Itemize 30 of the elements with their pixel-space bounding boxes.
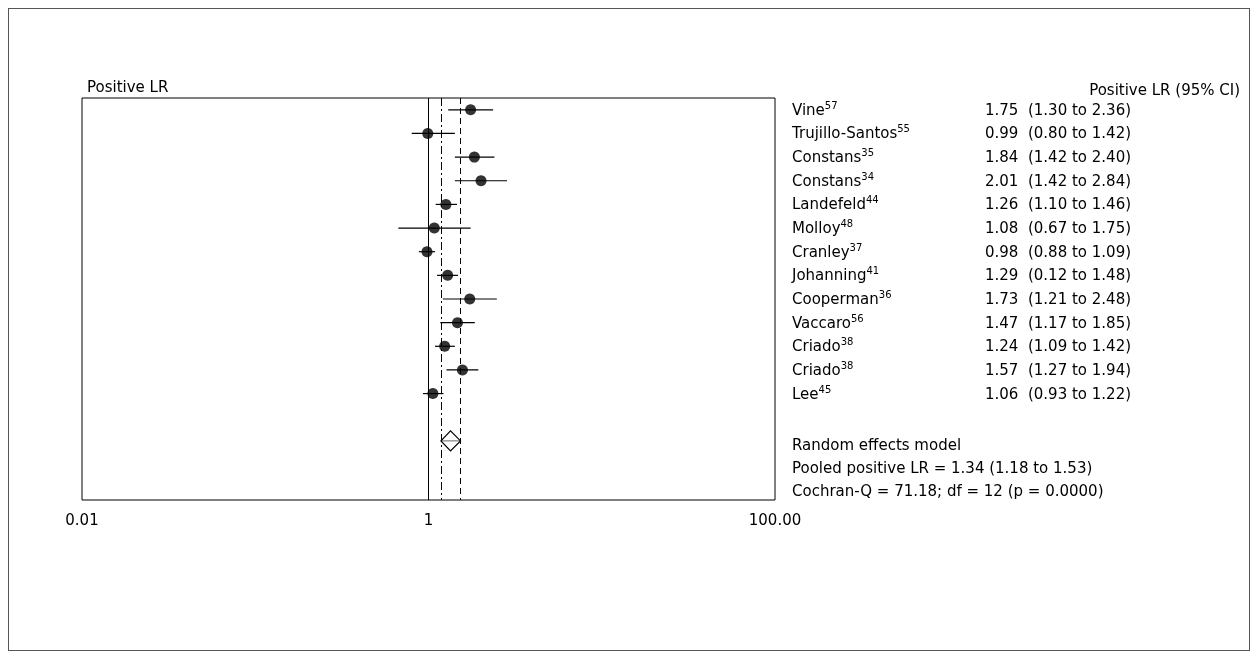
data-label: 1.08 (0.67 to 1.75) (985, 219, 1132, 238)
data-label: 1.47 (1.17 to 1.85) (985, 313, 1132, 332)
data-label: 1.73 (1.21 to 2.48) (985, 290, 1132, 308)
point (442, 269, 454, 281)
point (427, 388, 439, 400)
data-label: 2.01 (1.42 to 2.84) (985, 171, 1132, 190)
data-label: 1.06 (0.93 to 1.22) (985, 384, 1132, 403)
data-label: 1.84 (1.42 to 2.40) (985, 148, 1132, 167)
data-label: 1.29 (0.12 to 1.48) (985, 266, 1132, 285)
data-label: 1.24 (1.09 to 1.42) (985, 337, 1132, 356)
x-tick-label: 100.00 (748, 510, 802, 529)
data-label: 1.75 (1.30 to 2.36) (985, 100, 1132, 119)
text: Pooled positive LR = 1.34 (1.18 to 1.53) (792, 459, 1093, 477)
x-tick-label: 1 (423, 510, 434, 529)
data-label: 1.57 (1.27 to 1.94) (985, 360, 1132, 379)
point (456, 364, 468, 376)
point (452, 317, 463, 329)
point (440, 198, 452, 210)
chart-title: Positive LR (87, 77, 169, 96)
point (465, 104, 477, 116)
data-label: 0.99 (0.80 to 1.42) (985, 124, 1132, 143)
data-label: 0.98 (0.88 to 1.09) (985, 242, 1132, 261)
point (464, 293, 476, 305)
data-label: 1.26 (1.10 to 1.46) (985, 195, 1132, 214)
point (439, 340, 451, 352)
text: Random effects model (792, 436, 962, 454)
point (428, 222, 440, 234)
x-tick-label: 0.01 (65, 510, 99, 529)
text: Cochran-Q = 71.18; df = 12 (p = 0.0000) (792, 482, 1104, 500)
text: Positive LR (95% CI) (1089, 81, 1240, 99)
